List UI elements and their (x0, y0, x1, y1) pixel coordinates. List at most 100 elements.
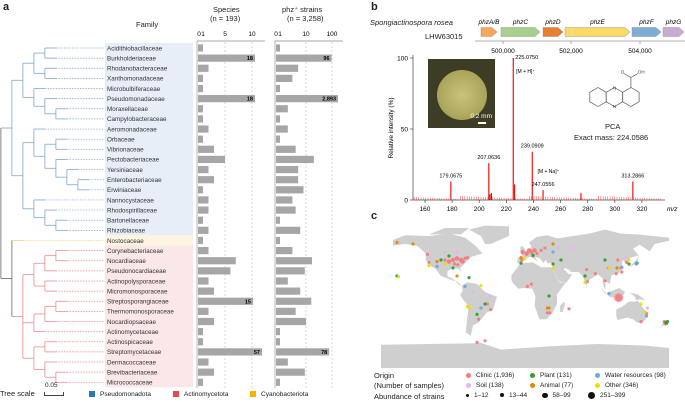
family-bg (105, 93, 193, 104)
abundance-label: 1–12 (474, 392, 489, 399)
abundance-label: Abundance of strains (374, 392, 445, 401)
legend-dot (530, 372, 535, 378)
family-label: Vibrionaceae (107, 147, 144, 154)
legend-dot (466, 382, 471, 388)
sample-point-plant (665, 321, 669, 325)
atom-oh: OH (638, 70, 645, 75)
species-bar (198, 105, 203, 113)
gene-arrow-phzD (542, 27, 564, 37)
abundance-dot (542, 392, 548, 399)
legend-label: Cyanobacteriota (261, 391, 309, 398)
colony (437, 70, 487, 120)
legend-label: Soil (138) (476, 382, 504, 389)
family-bg (105, 326, 193, 337)
species-bar (198, 277, 209, 285)
species-bar (198, 378, 203, 386)
legend-pseudomonadota: Pseudomonadota (89, 391, 151, 398)
legend-dot (595, 372, 600, 378)
pca-ring (622, 87, 640, 107)
gene-label: phzA/B (478, 19, 501, 26)
sample-point-plant (583, 274, 587, 278)
strains-bar (276, 216, 280, 224)
sample-point-clinic (543, 246, 547, 250)
sample-point-clinic (520, 258, 524, 262)
panel-label-a: a (3, 1, 10, 13)
family-label: Dermacoccaceae (107, 359, 156, 366)
species-bar (198, 74, 203, 82)
sample-point-plant (531, 253, 535, 257)
family-label: Orbaceae (107, 136, 135, 143)
sample-point-plant (451, 266, 455, 270)
family-label: Acidithiobacillaceae (107, 45, 163, 52)
sample-point-clinic (520, 249, 525, 255)
origin-label: Origin (374, 371, 395, 380)
scale-label: 0.2 mm (470, 113, 492, 120)
family-label: Aeromonadaceae (107, 126, 157, 133)
family-label: Brevibacteriaceae (107, 369, 158, 376)
sample-point-clinic (535, 252, 539, 256)
sample-point-plant (483, 302, 487, 306)
sample-point-other (523, 256, 527, 260)
panel-label-c: c (371, 210, 378, 222)
sample-point-clinic (625, 260, 629, 264)
sample-point-animal (455, 274, 459, 278)
legend-cyanobacteriota: Cyanobacteriota (250, 391, 308, 398)
sample-point-plant (547, 294, 551, 298)
ms-x-tick-label: 300 (609, 206, 620, 213)
landmass (469, 225, 509, 244)
ms-y-tick-label: 100 (397, 55, 408, 62)
family-bg (105, 63, 193, 74)
species-bar (198, 358, 209, 366)
species-n: (n = 193) (210, 14, 241, 23)
legend-water: Water resources (98) (595, 372, 666, 379)
strains-bar (276, 368, 305, 376)
family-bg (105, 235, 193, 246)
species-tick-label: 10 (248, 31, 256, 38)
sample-point-clinic (548, 311, 552, 315)
sample-point-plant (627, 262, 631, 266)
legend-dot (466, 372, 471, 378)
gene-arrow-phzG (662, 27, 685, 37)
sample-point-water (645, 314, 649, 318)
legend-label: Water resources (98) (605, 372, 666, 379)
family-label: Campylobacteraceae (107, 116, 167, 123)
family-bg (105, 346, 193, 357)
legend-dot (530, 382, 535, 388)
legend-swatch (173, 391, 179, 397)
sample-point-clinic (477, 317, 481, 321)
strains-bar (276, 176, 299, 184)
sample-point-clinic (489, 308, 493, 312)
strains-bar (276, 64, 299, 72)
ms-peak-label: 179.0675 (439, 174, 462, 180)
family-bg (105, 123, 193, 135)
legend-dot (595, 382, 600, 388)
species-bar (198, 338, 203, 346)
sample-point-water (634, 262, 638, 266)
ms-y-tick-label: 0 (404, 197, 408, 204)
sample-point-water (463, 284, 467, 288)
species-bar (198, 155, 225, 164)
strains-bar (276, 277, 288, 285)
sample-point-animal (411, 242, 415, 246)
sample-point-other (583, 280, 587, 284)
legend-soil: Soil (138) (466, 382, 504, 389)
legend-other: Other (346) (595, 382, 638, 389)
sample-point-clinic (603, 279, 607, 283)
sample-point-animal (615, 266, 619, 270)
species-header: Species (213, 5, 240, 14)
strains-bar (276, 135, 280, 143)
family-label: Microbulbiferaceae (107, 86, 161, 93)
species-bar-value: 18 (247, 56, 253, 62)
family-label: Nocardiaceae (107, 258, 146, 265)
legend-plant: Plant (131) (530, 372, 572, 379)
family-label: Xanthomonadaceae (107, 76, 164, 83)
strains-bar-value: 2,893 (322, 97, 336, 103)
family-bg (105, 316, 193, 327)
species-bar (198, 317, 214, 326)
sample-point-clinic (539, 248, 543, 252)
family-bg (105, 336, 193, 347)
family-bg (105, 215, 193, 226)
legend-swatch (250, 391, 256, 397)
gene-arrow-phzE (564, 27, 631, 37)
